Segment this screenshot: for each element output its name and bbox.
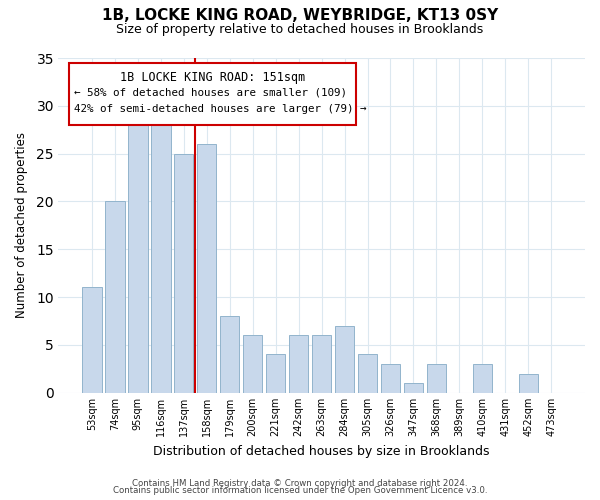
Bar [82, 288, 101, 393]
Bar [518, 374, 538, 392]
Text: 1B, LOCKE KING ROAD, WEYBRIDGE, KT13 0SY: 1B, LOCKE KING ROAD, WEYBRIDGE, KT13 0SY [102, 8, 498, 22]
Text: 1B LOCKE KING ROAD: 151sqm: 1B LOCKE KING ROAD: 151sqm [119, 72, 305, 85]
Bar [243, 336, 262, 392]
Y-axis label: Number of detached properties: Number of detached properties [15, 132, 28, 318]
Text: ← 58% of detached houses are smaller (109): ← 58% of detached houses are smaller (10… [74, 87, 347, 97]
Bar [151, 125, 170, 392]
Text: Contains public sector information licensed under the Open Government Licence v3: Contains public sector information licen… [113, 486, 487, 495]
Bar [473, 364, 492, 392]
Bar [404, 383, 423, 392]
X-axis label: Distribution of detached houses by size in Brooklands: Distribution of detached houses by size … [154, 444, 490, 458]
Bar [289, 336, 308, 392]
Text: Contains HM Land Registry data © Crown copyright and database right 2024.: Contains HM Land Registry data © Crown c… [132, 478, 468, 488]
Bar [312, 336, 331, 392]
Bar [105, 202, 125, 392]
Bar [174, 154, 193, 392]
Bar [128, 116, 148, 392]
Bar [427, 364, 446, 392]
FancyBboxPatch shape [68, 63, 356, 125]
Bar [220, 316, 239, 392]
Bar [197, 144, 217, 392]
Bar [266, 354, 286, 393]
Bar [358, 354, 377, 393]
Bar [381, 364, 400, 392]
Text: 42% of semi-detached houses are larger (79) →: 42% of semi-detached houses are larger (… [74, 104, 367, 114]
Text: Size of property relative to detached houses in Brooklands: Size of property relative to detached ho… [116, 22, 484, 36]
Bar [335, 326, 354, 392]
